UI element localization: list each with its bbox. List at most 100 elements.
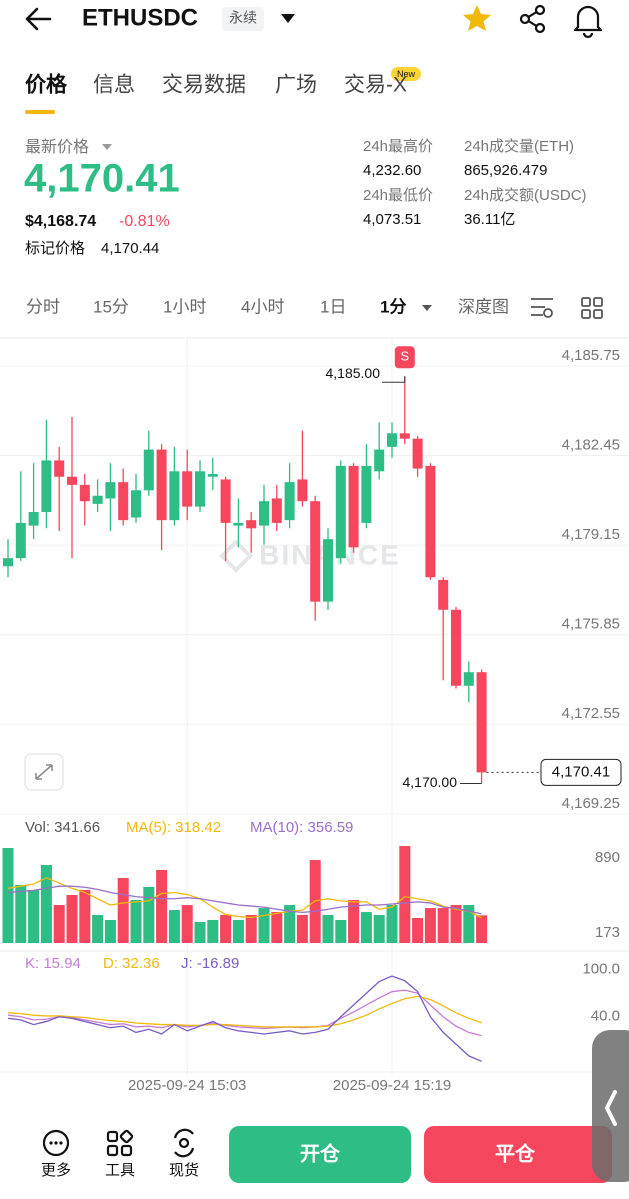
back-button[interactable] xyxy=(25,7,52,31)
notification-bell[interactable] xyxy=(573,5,603,39)
candle-body xyxy=(476,672,487,773)
share-button[interactable] xyxy=(519,4,546,34)
candle-body xyxy=(207,474,218,477)
volume-bar xyxy=(424,908,436,943)
candle-body xyxy=(67,476,77,485)
interval[interactable]: 1分 xyxy=(380,297,406,316)
kdj-legend: K: 15.94 xyxy=(25,955,81,972)
volume-bar xyxy=(463,905,475,943)
tab[interactable]: 价格 xyxy=(25,73,68,97)
volume-bar xyxy=(92,914,104,943)
volume-bar xyxy=(79,889,91,943)
volume-bar xyxy=(130,900,142,943)
y-tick-label: 4,185.75 xyxy=(562,347,620,364)
tab[interactable]: 交易数据 xyxy=(162,74,246,97)
interval[interactable]: 1日 xyxy=(320,297,346,316)
interval[interactable]: 深度图 xyxy=(458,297,509,316)
volume-bar xyxy=(373,914,385,943)
active-tab-indicator xyxy=(25,110,55,114)
volume-bar xyxy=(245,914,257,943)
stat-label: 24h成交量(ETH) xyxy=(464,137,574,155)
kdj-tick-label: 40.0 xyxy=(591,1008,620,1025)
signal-label: S xyxy=(400,349,409,364)
candle-body xyxy=(348,465,359,548)
tab[interactable]: 广场 xyxy=(275,74,317,97)
candle-body xyxy=(15,522,26,559)
volume-bar xyxy=(399,846,411,943)
more-icon[interactable] xyxy=(42,1129,70,1157)
candle-body xyxy=(131,490,141,518)
candle-body xyxy=(105,482,116,499)
volume-bar xyxy=(15,884,27,943)
volume-bar xyxy=(28,889,40,943)
spot-icon[interactable] xyxy=(173,1128,195,1158)
usd-price: $4,168.74 xyxy=(25,213,96,230)
interval-dropdown[interactable] xyxy=(422,305,432,311)
volume-bar xyxy=(220,914,232,943)
volume-bar xyxy=(181,905,193,943)
candle-body xyxy=(425,465,436,578)
tab[interactable]: 交易-X xyxy=(344,74,407,97)
price-dropdown[interactable] xyxy=(102,144,112,150)
open-position-button[interactable] xyxy=(229,1126,411,1183)
candle-body xyxy=(195,471,205,507)
open-position-label: 开仓 xyxy=(300,1141,341,1165)
volume-bar xyxy=(437,908,449,943)
volume-bar xyxy=(168,910,180,943)
stat-value: 865,926.479 xyxy=(464,162,547,179)
candle-body xyxy=(399,433,410,439)
ma-legend: MA(10): 356.59 xyxy=(250,819,353,836)
volume-bar xyxy=(386,905,398,943)
tool-label: 更多 xyxy=(41,1162,71,1179)
volume-bar xyxy=(322,914,334,943)
stat-label: 24h成交额(USDC) xyxy=(464,186,587,204)
candle-body xyxy=(361,465,372,523)
interval[interactable]: 15分 xyxy=(93,297,129,316)
volume-ma-line xyxy=(7,885,482,915)
symbol-dropdown[interactable] xyxy=(281,14,295,23)
interval[interactable]: 1小时 xyxy=(163,297,206,316)
volume-bar xyxy=(412,918,424,943)
volume-bar xyxy=(258,908,270,943)
last-price: 4,170.41 xyxy=(24,157,180,201)
candle-body xyxy=(92,495,103,504)
y-tick-label: 4,182.45 xyxy=(562,436,620,453)
volume-bar xyxy=(284,905,296,943)
volume-bar xyxy=(476,915,488,943)
close-position-button[interactable] xyxy=(424,1126,612,1183)
tab[interactable]: 信息 xyxy=(93,74,135,97)
low-label: 4,170.00 xyxy=(403,774,458,790)
volume-ma-line xyxy=(7,877,482,919)
mark-price: 4,170.44 xyxy=(101,240,159,257)
kdj-line xyxy=(7,995,482,1028)
high-label: 4,185.00 xyxy=(326,365,381,381)
kdj-line xyxy=(7,975,482,1062)
kdj-line xyxy=(7,989,482,1037)
candle-body xyxy=(297,479,308,502)
indicator-settings-icon[interactable] xyxy=(531,298,553,318)
volume-bar xyxy=(271,912,283,943)
candle-body xyxy=(387,433,397,447)
candle-body xyxy=(54,460,65,477)
expand-icon xyxy=(35,764,53,780)
interval[interactable]: 分时 xyxy=(26,297,60,316)
candle-body xyxy=(284,482,295,521)
volume-bar xyxy=(40,864,52,943)
kdj-tick-label: 100.0 xyxy=(582,961,620,978)
volume-bar xyxy=(348,900,360,943)
interval[interactable]: 4小时 xyxy=(241,297,284,316)
favorite-star[interactable] xyxy=(463,5,491,31)
volume-bar xyxy=(156,869,168,943)
candle-body xyxy=(118,482,129,521)
side-handle[interactable] xyxy=(592,1030,629,1182)
candle-body xyxy=(143,449,154,491)
volume-bar xyxy=(66,894,78,943)
layout-icon[interactable] xyxy=(581,297,603,319)
y-tick-label: 4,179.15 xyxy=(562,526,620,543)
tools-icon[interactable] xyxy=(106,1129,134,1157)
volume-bar xyxy=(207,919,219,943)
candle-body xyxy=(463,672,474,686)
symbol: ETHUSDC xyxy=(82,4,198,31)
volume-bar xyxy=(117,877,129,943)
